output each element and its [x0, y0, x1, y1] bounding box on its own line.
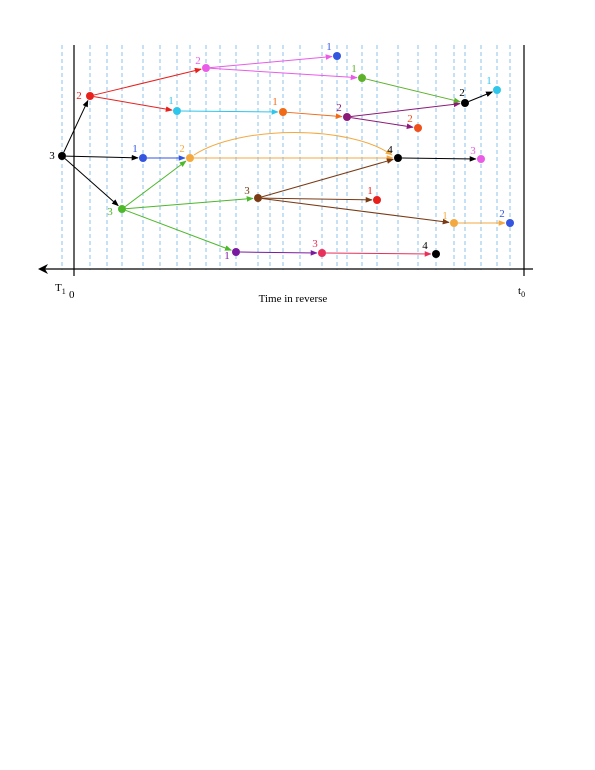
node-label: 1 [224, 250, 230, 262]
node [202, 64, 210, 72]
axis-arrow [38, 264, 48, 274]
node-label: 2 [499, 208, 505, 220]
edges [63, 54, 506, 257]
t0-sub: 0 [521, 290, 525, 299]
node-label: 1 [367, 185, 373, 197]
edge [93, 67, 202, 96]
node-label: 2 [459, 87, 465, 99]
t1-label: T1 [55, 282, 66, 296]
edge [209, 67, 358, 81]
node-label: 2 [76, 90, 82, 102]
t1-main: T [55, 282, 62, 294]
node [58, 152, 66, 160]
t1-sub: 1 [62, 287, 66, 296]
edge [468, 91, 494, 102]
edge [180, 109, 279, 115]
node [86, 92, 94, 100]
node [118, 205, 126, 213]
axis-title: Time in reverse [259, 293, 328, 305]
node-label: 2 [179, 143, 185, 155]
node-label: 2 [195, 55, 201, 67]
node [318, 249, 326, 257]
node-label: 1 [351, 63, 357, 75]
edge [63, 99, 89, 153]
edge [286, 111, 343, 119]
edge [209, 54, 333, 69]
edge-arc [193, 132, 393, 156]
node-label: 1 [272, 96, 278, 108]
node [450, 219, 458, 227]
node-label: 1 [168, 95, 174, 107]
edge [401, 156, 477, 162]
node-label: 4 [387, 144, 393, 156]
edge [350, 101, 461, 118]
node-label: 2 [336, 102, 342, 114]
node [139, 154, 147, 162]
node [432, 250, 440, 258]
edge [350, 117, 414, 130]
node [358, 74, 366, 82]
nodes: 3 2 3 1 2 2 1 1 1 1 2 2 2 1 4 3 3 1 1 2 1 3 4 [49, 41, 514, 262]
node [477, 155, 485, 163]
edge [261, 197, 373, 203]
node-label: 1 [442, 210, 448, 222]
node [232, 248, 240, 256]
zero-label: 0 [69, 289, 75, 301]
node [414, 124, 422, 132]
node [186, 154, 194, 162]
node [394, 154, 402, 162]
node [493, 86, 501, 94]
edge [239, 250, 318, 256]
edge [65, 154, 139, 161]
node [254, 194, 262, 202]
edge [125, 196, 254, 210]
node-label: 1 [486, 75, 492, 87]
edge [93, 96, 173, 112]
edge [64, 158, 119, 207]
node-label: 3 [470, 145, 476, 157]
node-label: 4 [422, 240, 428, 252]
node-label: 3 [244, 185, 250, 197]
node-label: 3 [312, 238, 318, 250]
node [333, 52, 341, 60]
edge [261, 158, 394, 198]
node-label: 2 [407, 113, 413, 125]
node [506, 219, 514, 227]
t0-label: t0 [518, 285, 525, 299]
node-label: 3 [49, 150, 55, 162]
t0-main: t [518, 285, 521, 297]
node [373, 196, 381, 204]
edge [125, 209, 232, 251]
edge [325, 251, 432, 257]
edge [365, 78, 461, 104]
node [343, 113, 351, 121]
edge [124, 160, 187, 208]
node [279, 108, 287, 116]
node [173, 107, 181, 115]
node [461, 99, 469, 107]
node-label: 3 [107, 206, 113, 218]
node-label: 1 [132, 143, 138, 155]
node-label: 1 [326, 41, 332, 53]
edge [261, 198, 450, 225]
